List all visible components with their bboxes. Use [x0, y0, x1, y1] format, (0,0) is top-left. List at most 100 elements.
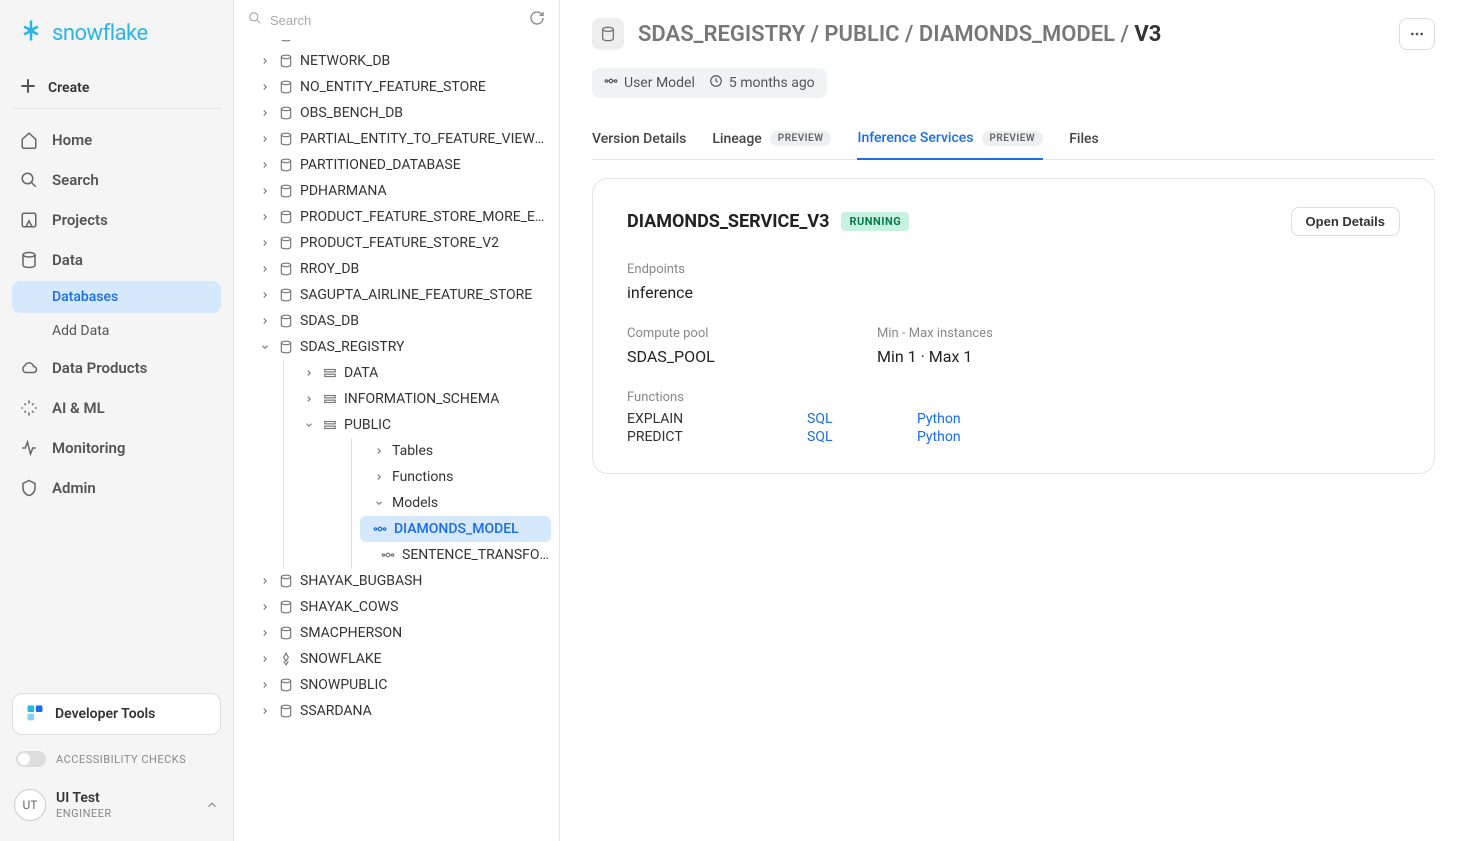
database-icon	[278, 287, 294, 303]
accessibility-label: ACCESSIBILITY CHECKS	[56, 753, 186, 766]
breadcrumb-version: V3	[1134, 22, 1161, 47]
developer-tools-button[interactable]: Developer Tools	[12, 693, 221, 735]
accessibility-toggle[interactable]	[16, 751, 46, 767]
tree-db-item[interactable]: SSARDANA	[234, 698, 559, 724]
tree-db-item[interactable]: PDHARMANA	[234, 178, 559, 204]
tree-category-models[interactable]: Models	[352, 490, 559, 516]
tree-db-item[interactable]: PARTITIONED_DATABASE	[234, 152, 559, 178]
breadcrumb-db[interactable]: SDAS_REGISTRY	[638, 22, 805, 47]
tree-db-item[interactable]: NETWORK_DB	[234, 48, 559, 74]
tree-db-item[interactable]: RROY_DB	[234, 256, 559, 282]
fn-python-link[interactable]: Python	[917, 411, 967, 427]
tree-schema-info[interactable]: INFORMATION_SCHEMA	[284, 386, 559, 412]
chevron-right-icon	[258, 236, 272, 250]
projects-icon	[20, 211, 38, 229]
fn-sql-link[interactable]: SQL	[807, 411, 857, 427]
database-icon	[278, 40, 294, 43]
nav-home[interactable]: Home	[12, 121, 221, 159]
tree-db-item[interactable]: PARTIAL_ENTITY_TO_FEATURE_VIEW_…	[234, 126, 559, 152]
tree-db-item[interactable]: OBS_BENCH_DB	[234, 100, 559, 126]
endpoints-value: inference	[627, 283, 1127, 302]
nav-data-products[interactable]: Data Products	[12, 349, 221, 387]
create-label: Create	[48, 80, 89, 96]
search-input[interactable]	[270, 13, 521, 28]
logo[interactable]: snowflake	[12, 14, 221, 68]
schema-icon	[322, 365, 338, 381]
database-icon	[278, 703, 294, 719]
chevron-right-icon	[302, 392, 316, 406]
tree-category-functions[interactable]: Functions	[352, 464, 559, 490]
breadcrumb-model[interactable]: DIAMONDS_MODEL	[919, 22, 1115, 47]
tree-db-sdas-registry[interactable]: SDAS_REGISTRY	[234, 334, 559, 360]
tree-db-item[interactable]: SHAYAK_COWS	[234, 594, 559, 620]
database-icon	[278, 677, 294, 693]
chevron-right-icon	[258, 40, 272, 42]
activity-icon	[20, 439, 38, 457]
endpoints-label: Endpoints	[627, 262, 1127, 277]
tree-db-item[interactable]: PRODUCT_FEATURE_STORE_MORE_E…	[234, 204, 559, 230]
tree-panel: MODEL_REGISTRYNETWORK_DBNO_ENTITY_FEATUR…	[234, 0, 560, 841]
tree-db-item[interactable]: SNOWFLAKE	[234, 646, 559, 672]
tree-db-item[interactable]: SNOWPUBLIC	[234, 672, 559, 698]
user-role: ENGINEER	[56, 807, 112, 820]
avatar: UT	[14, 789, 46, 821]
database-icon	[278, 573, 294, 589]
create-button[interactable]: Create	[12, 68, 221, 109]
database-icon	[278, 313, 294, 329]
database-icon	[278, 339, 294, 355]
user-menu[interactable]: UT UI Test ENGINEER	[12, 783, 221, 827]
tree-category-tables[interactable]: Tables	[352, 438, 559, 464]
tree-db-item[interactable]: SHAYAK_BUGBASH	[234, 568, 559, 594]
nav-search[interactable]: Search	[12, 161, 221, 199]
user-name: UI Test	[56, 790, 112, 807]
fn-sql-link[interactable]: SQL	[807, 429, 857, 445]
open-details-button[interactable]: Open Details	[1291, 207, 1400, 236]
refresh-icon[interactable]	[529, 10, 545, 30]
logo-text: snowflake	[52, 21, 148, 46]
snowflake-icon	[16, 18, 46, 48]
chevron-right-icon	[302, 366, 316, 380]
tree-schema-public[interactable]: PUBLIC	[284, 412, 559, 438]
age-label: 5 months ago	[729, 75, 815, 91]
nav-databases[interactable]: Databases	[12, 281, 221, 313]
tree-search-row	[234, 0, 559, 40]
functions-label: Functions	[627, 390, 1127, 405]
fn-python-link[interactable]: Python	[917, 429, 967, 445]
chevron-right-icon	[258, 600, 272, 614]
chevron-right-icon	[258, 262, 272, 276]
tab-version-details[interactable]: Version Details	[592, 120, 686, 159]
tree-db-item[interactable]: SDAS_DB	[234, 308, 559, 334]
nav-projects[interactable]: Projects	[12, 201, 221, 239]
tree-scroll[interactable]: MODEL_REGISTRYNETWORK_DBNO_ENTITY_FEATUR…	[234, 40, 559, 841]
preview-badge: PREVIEW	[770, 131, 832, 146]
nav-admin[interactable]: Admin	[12, 469, 221, 507]
service-title: DIAMONDS_SERVICE_V3	[627, 211, 829, 232]
tree-db-item[interactable]: SAGUPTA_AIRLINE_FEATURE_STORE	[234, 282, 559, 308]
breadcrumb-schema[interactable]: PUBLIC	[824, 22, 899, 47]
nav-data[interactable]: Data	[12, 241, 221, 279]
nav-add-data[interactable]: Add Data	[12, 315, 221, 347]
fn-name: EXPLAIN	[627, 411, 747, 427]
nav-monitoring[interactable]: Monitoring	[12, 429, 221, 467]
tree-db-item[interactable]: MODEL_REGISTRY	[234, 40, 559, 48]
more-button[interactable]	[1399, 18, 1435, 50]
service-card: DIAMONDS_SERVICE_V3 RUNNING Open Details…	[592, 178, 1435, 474]
tab-files[interactable]: Files	[1069, 120, 1099, 159]
chevron-right-icon	[372, 444, 386, 458]
tree-model-sentence[interactable]: SENTENCE_TRANSFORME…	[352, 542, 559, 568]
chevron-right-icon	[258, 652, 272, 666]
tree-db-item[interactable]: NO_ENTITY_FEATURE_STORE	[234, 74, 559, 100]
chevron-down-icon	[258, 340, 272, 354]
tree-model-diamonds[interactable]: DIAMONDS_MODEL	[360, 516, 551, 542]
nav-ai-ml[interactable]: AI & ML	[12, 389, 221, 427]
database-icon	[278, 183, 294, 199]
tab-lineage[interactable]: LineagePREVIEW	[712, 120, 831, 159]
chevron-right-icon	[372, 470, 386, 484]
tab-inference-services[interactable]: Inference ServicesPREVIEW	[857, 120, 1043, 160]
main-content: SDAS_REGISTRY / PUBLIC / DIAMONDS_MODEL …	[560, 0, 1467, 841]
tree-db-item[interactable]: SMACPHERSON	[234, 620, 559, 646]
tabs: Version Details LineagePREVIEW Inference…	[592, 120, 1435, 160]
tree-schema-data[interactable]: DATA	[284, 360, 559, 386]
tree-db-item[interactable]: PRODUCT_FEATURE_STORE_V2	[234, 230, 559, 256]
database-icon	[278, 105, 294, 121]
